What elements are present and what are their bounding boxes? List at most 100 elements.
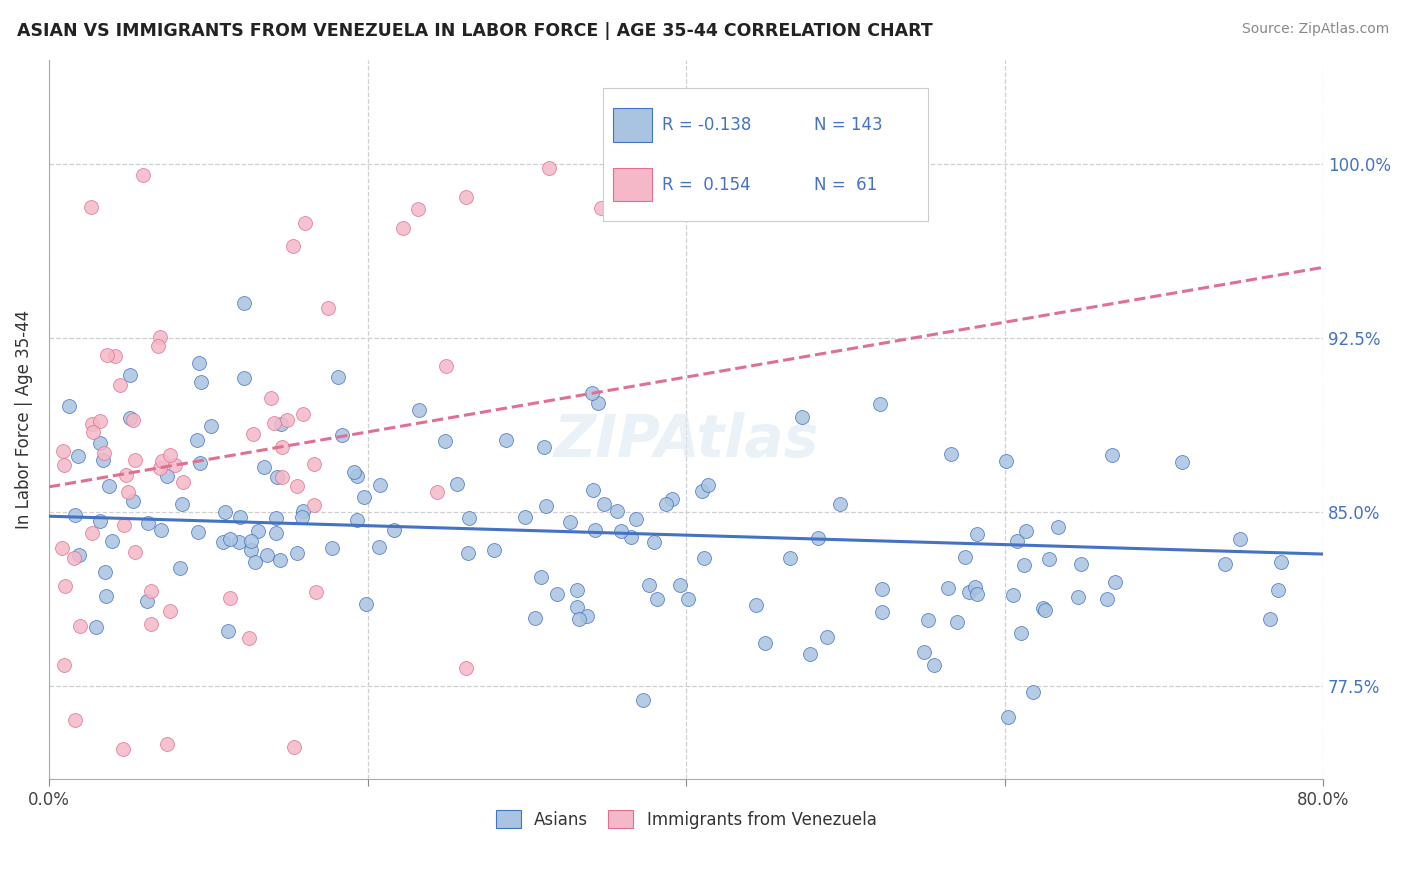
- Point: [96, 348, 118, 362]
- Point: [94, 565, 117, 579]
- Point: [159, 604, 181, 618]
- Point: [214, 505, 236, 519]
- Point: [66, 449, 89, 463]
- Point: [170, 497, 193, 511]
- Point: [454, 190, 477, 204]
- Point: [939, 447, 962, 461]
- Point: [963, 581, 986, 595]
- Point: [1101, 448, 1123, 462]
- Text: ZIPAtlas: ZIPAtlas: [554, 412, 818, 469]
- Point: [80, 200, 103, 214]
- Point: [1047, 520, 1070, 534]
- Point: [582, 483, 605, 497]
- Point: [690, 484, 713, 499]
- Point: [150, 454, 173, 468]
- Point: [1014, 558, 1036, 573]
- Point: [65, 508, 87, 523]
- Point: [302, 457, 325, 471]
- Point: [1270, 555, 1292, 569]
- Point: [446, 477, 468, 491]
- Point: [281, 239, 304, 253]
- Point: [966, 527, 988, 541]
- Point: [575, 608, 598, 623]
- Point: [89, 514, 111, 528]
- Point: [263, 416, 285, 430]
- Point: [149, 330, 172, 344]
- Point: [1010, 626, 1032, 640]
- Point: [150, 523, 173, 537]
- Point: [495, 434, 517, 448]
- Point: [530, 570, 553, 584]
- Point: [67, 549, 90, 563]
- Point: [538, 161, 561, 175]
- Point: [84, 620, 107, 634]
- Point: [118, 368, 141, 382]
- Point: [817, 631, 839, 645]
- Point: [69, 619, 91, 633]
- Point: [80, 526, 103, 541]
- Point: [1005, 534, 1028, 549]
- Point: [101, 534, 124, 549]
- Point: [922, 658, 945, 673]
- Point: [995, 453, 1018, 467]
- Point: [624, 512, 647, 526]
- Point: [609, 524, 631, 538]
- Point: [534, 499, 557, 513]
- Point: [291, 509, 314, 524]
- Point: [89, 436, 111, 450]
- Point: [82, 417, 104, 431]
- Point: [58, 400, 80, 414]
- Point: [138, 516, 160, 531]
- Point: [256, 548, 278, 562]
- Point: [693, 550, 716, 565]
- Point: [93, 445, 115, 459]
- Point: [91, 453, 114, 467]
- Point: [524, 611, 547, 625]
- Point: [917, 613, 939, 627]
- Point: [643, 535, 665, 549]
- Point: [252, 460, 274, 475]
- Point: [631, 692, 654, 706]
- Y-axis label: In Labor Force | Age 35-44: In Labor Force | Age 35-44: [15, 310, 32, 529]
- Point: [52, 443, 75, 458]
- Point: [583, 524, 606, 538]
- Point: [155, 469, 177, 483]
- Point: [346, 513, 368, 527]
- Point: [807, 532, 830, 546]
- Point: [382, 523, 405, 537]
- Point: [591, 202, 613, 216]
- Point: [122, 412, 145, 426]
- Point: [114, 467, 136, 482]
- Point: [567, 582, 589, 597]
- Point: [346, 469, 368, 483]
- Point: [391, 220, 413, 235]
- Point: [187, 524, 209, 539]
- Point: [456, 661, 478, 675]
- Point: [239, 542, 262, 557]
- Point: [870, 606, 893, 620]
- Point: [426, 485, 449, 500]
- Point: [271, 470, 294, 484]
- Point: [1067, 590, 1090, 604]
- Point: [131, 169, 153, 183]
- Point: [292, 407, 315, 421]
- Point: [1260, 612, 1282, 626]
- Point: [63, 550, 86, 565]
- Point: [269, 553, 291, 567]
- Point: [533, 440, 555, 454]
- Point: [321, 541, 343, 555]
- Point: [1267, 582, 1289, 597]
- Point: [799, 647, 821, 661]
- Point: [229, 509, 252, 524]
- Point: [1038, 552, 1060, 566]
- Point: [190, 456, 212, 470]
- Point: [332, 427, 354, 442]
- Point: [368, 477, 391, 491]
- Point: [117, 484, 139, 499]
- Point: [1001, 588, 1024, 602]
- Point: [581, 385, 603, 400]
- Point: [292, 504, 315, 518]
- Point: [1033, 603, 1056, 617]
- Point: [661, 492, 683, 507]
- Point: [51, 541, 73, 556]
